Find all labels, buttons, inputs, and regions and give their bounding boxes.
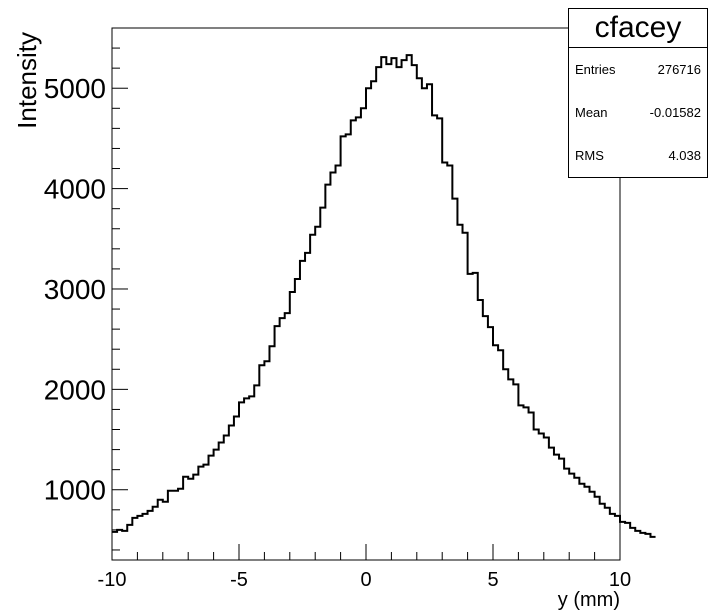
x-tick-label: 0	[360, 569, 371, 591]
x-tick-label: -5	[230, 569, 248, 591]
y-tick-label: 2000	[44, 374, 106, 405]
axes	[111, 27, 621, 561]
stats-row-mean: Mean -0.01582	[569, 91, 707, 134]
stats-value-rms: 4.038	[668, 148, 701, 163]
stats-row-entries: Entries 276716	[569, 48, 707, 91]
stats-label-mean: Mean	[575, 105, 608, 120]
y-tick-labels: 1000 2000 3000 4000 5000	[44, 73, 106, 506]
stats-row-rms: RMS 4.038	[569, 134, 707, 177]
y-tick-label: 3000	[44, 274, 106, 305]
x-tick-label: 10	[609, 569, 631, 591]
y-tick-label: 5000	[44, 73, 106, 104]
stats-box: cfacey Entries 276716 Mean -0.01582 RMS …	[568, 8, 708, 178]
x-tick-label: -10	[98, 569, 127, 591]
histogram-line	[112, 54, 656, 538]
stats-value-mean: -0.01582	[649, 105, 701, 120]
stats-label-entries: Entries	[575, 62, 616, 77]
stats-value-entries: 276716	[657, 62, 701, 77]
stats-label-rms: RMS	[575, 148, 604, 163]
x-tick-labels: -10 -5 0 5 10	[98, 569, 632, 591]
y-tick-label: 1000	[44, 475, 106, 506]
x-tick-label: 5	[487, 569, 498, 591]
y-axis-label: Intensity	[12, 32, 42, 129]
x-axis-label: y (mm)	[558, 589, 620, 611]
y-tick-label: 4000	[44, 174, 106, 205]
stats-title: cfacey	[569, 9, 707, 48]
